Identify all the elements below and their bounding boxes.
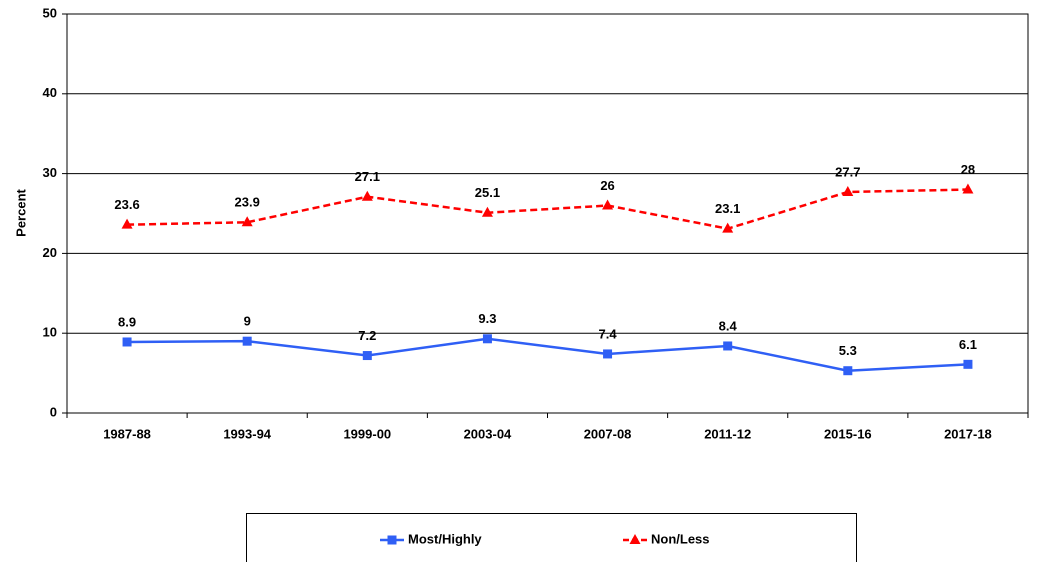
legend-marker bbox=[387, 535, 397, 545]
x-tick-label: 1993-94 bbox=[223, 426, 271, 441]
point bbox=[723, 341, 733, 351]
point bbox=[842, 185, 854, 196]
y-tick-label: 50 bbox=[43, 5, 57, 20]
data-label: 23.9 bbox=[235, 195, 260, 210]
x-tick-label: 1987-88 bbox=[103, 426, 151, 441]
point bbox=[241, 216, 253, 227]
point bbox=[603, 349, 613, 359]
x-tick-label: 2017-18 bbox=[944, 426, 992, 441]
y-tick-label: 20 bbox=[43, 245, 57, 260]
data-label: 26 bbox=[600, 178, 614, 193]
y-axis-label: Percent bbox=[13, 188, 28, 236]
point bbox=[242, 336, 252, 346]
x-tick-label: 2015-16 bbox=[824, 426, 872, 441]
point bbox=[843, 366, 853, 376]
x-tick-label: 2011-12 bbox=[704, 426, 751, 441]
y-tick-label: 10 bbox=[43, 325, 57, 340]
x-tick-label: 2007-08 bbox=[584, 426, 632, 441]
legend-label: Most/Highly bbox=[408, 531, 482, 546]
point bbox=[722, 222, 734, 233]
point bbox=[481, 206, 493, 217]
legend-marker bbox=[629, 534, 641, 544]
x-tick-label: 2003-04 bbox=[464, 426, 512, 441]
data-label: 9.3 bbox=[478, 311, 496, 326]
legend-label: Non/Less bbox=[651, 531, 710, 546]
point bbox=[362, 351, 372, 361]
plot-area bbox=[66, 13, 1029, 414]
y-tick-label: 0 bbox=[50, 404, 57, 419]
y-tick-label: 40 bbox=[43, 85, 57, 100]
data-label: 9 bbox=[244, 314, 251, 329]
data-label: 27.1 bbox=[355, 169, 380, 184]
point bbox=[602, 199, 614, 210]
point bbox=[121, 218, 133, 229]
data-label: 27.7 bbox=[835, 164, 860, 179]
data-label: 28 bbox=[961, 162, 975, 177]
point bbox=[962, 183, 974, 194]
point bbox=[122, 337, 132, 347]
data-label: 8.9 bbox=[118, 314, 136, 329]
point bbox=[361, 190, 373, 201]
point bbox=[482, 334, 492, 344]
point bbox=[963, 359, 973, 369]
series-line bbox=[127, 337, 969, 372]
legend-box bbox=[246, 513, 857, 562]
x-tick-label: 1999-00 bbox=[343, 426, 391, 441]
data-label: 5.3 bbox=[839, 343, 857, 358]
data-label: 25.1 bbox=[475, 185, 500, 200]
data-label: 23.1 bbox=[715, 201, 740, 216]
series-line bbox=[127, 188, 968, 230]
data-label: 7.2 bbox=[358, 328, 376, 343]
data-label: 23.6 bbox=[114, 197, 139, 212]
data-label: 8.4 bbox=[719, 318, 738, 333]
y-tick-label: 30 bbox=[43, 165, 57, 180]
data-label: 6.1 bbox=[959, 337, 977, 352]
data-label: 7.4 bbox=[599, 326, 618, 341]
